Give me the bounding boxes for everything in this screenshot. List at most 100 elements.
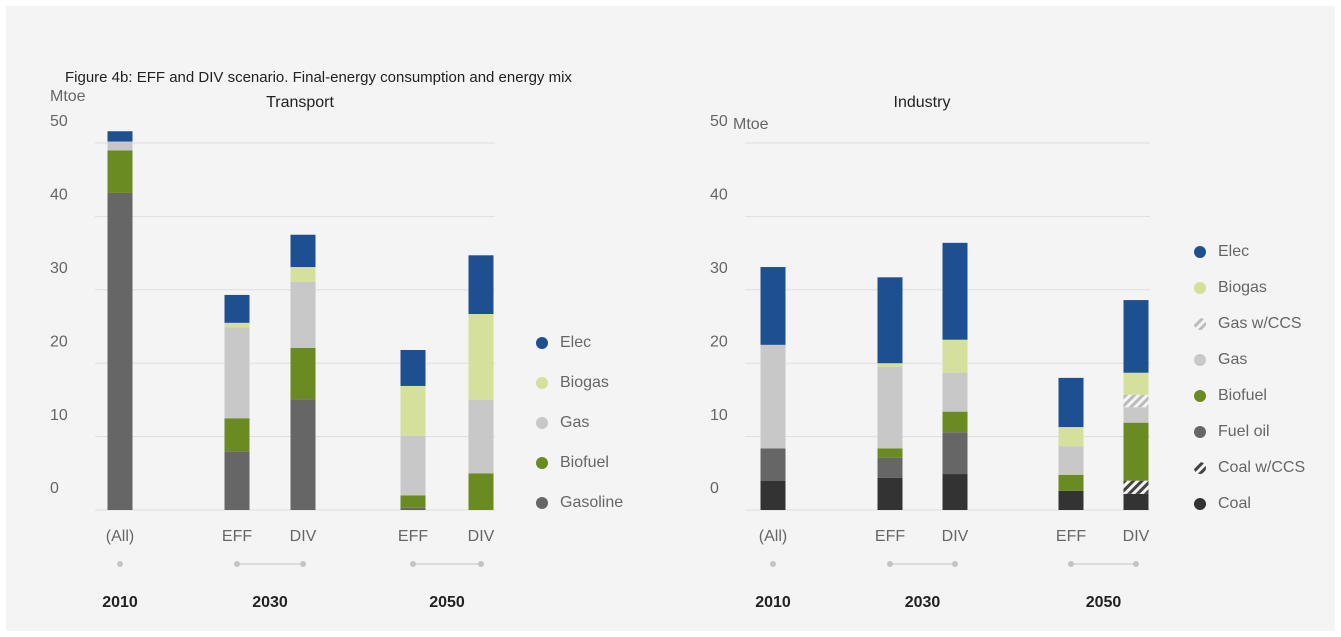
bar-segment — [942, 411, 968, 433]
legend-label: Biogas — [1218, 279, 1267, 296]
legend-label: Fuel oil — [1218, 423, 1270, 440]
y-tick-label: 0 — [50, 480, 59, 497]
x-dot — [770, 561, 776, 567]
bar-segment — [107, 150, 133, 193]
bar-segment — [760, 448, 786, 481]
bar-segment — [760, 344, 786, 449]
y-tick-label: 10 — [50, 407, 68, 424]
legend-marker — [536, 457, 548, 469]
x-tick-label: EFF — [1056, 528, 1086, 545]
group-label: 2050 — [429, 594, 465, 611]
legend-marker — [1194, 498, 1206, 510]
legend-marker — [1194, 354, 1206, 366]
bar-segment — [290, 281, 316, 348]
legend-marker — [1194, 318, 1206, 330]
group-label: 2010 — [755, 594, 791, 611]
x-tick-label: EFF — [875, 528, 905, 545]
y-tick-label: 10 — [710, 407, 728, 424]
y-axis-label: Mtoe — [50, 88, 86, 105]
bar-segment — [290, 234, 316, 268]
legend-marker — [1194, 282, 1206, 294]
x-tick-label: DIV — [468, 528, 495, 545]
bar-segment — [224, 294, 250, 323]
bar-segment — [942, 432, 968, 475]
legend-label: Gas w/CCS — [1218, 315, 1302, 332]
bar-segment — [400, 495, 426, 508]
y-tick-label: 20 — [710, 333, 728, 350]
y-tick-label: 30 — [50, 260, 68, 277]
bar-segment — [107, 141, 133, 151]
bar-segment — [107, 192, 133, 511]
bar-segment — [1058, 427, 1084, 447]
x-tick-label: (All) — [106, 528, 134, 545]
bar-segment — [468, 473, 494, 510]
legend-marker — [536, 417, 548, 429]
bar-segment — [877, 366, 903, 449]
bar-segment — [942, 372, 968, 412]
bar-segment — [877, 277, 903, 364]
bar-segment — [468, 255, 494, 315]
legend-marker — [1194, 426, 1206, 438]
bar-segment — [877, 363, 903, 367]
legend-marker — [536, 497, 548, 509]
bar-segment — [1123, 422, 1149, 481]
bar-segment — [400, 349, 426, 386]
bar-segment — [942, 339, 968, 373]
bar-segment — [290, 347, 316, 400]
group-label: 2030 — [252, 594, 288, 611]
bar-segment — [400, 435, 426, 496]
bar-segment — [1123, 480, 1149, 494]
bar-segment — [1058, 474, 1084, 491]
legend-label: Gasoline — [560, 494, 623, 511]
x-dot — [117, 561, 123, 567]
bar-segment — [107, 131, 133, 142]
legend-marker — [536, 337, 548, 349]
figure-title: Figure 4b: EFF and DIV scenario. Final-e… — [65, 69, 572, 86]
bar-segment — [942, 242, 968, 340]
bar-segment — [400, 507, 426, 510]
y-tick-label: 40 — [50, 187, 68, 204]
bar-segment — [224, 451, 250, 510]
legend-marker — [1194, 462, 1206, 474]
y-tick-label: 20 — [50, 333, 68, 350]
bar-segment — [877, 457, 903, 478]
chart-title: Industry — [894, 94, 951, 111]
bar-segment — [290, 267, 316, 282]
y-tick-label: 0 — [710, 480, 719, 497]
x-tick-label: EFF — [222, 528, 252, 545]
bar-segment — [290, 399, 316, 510]
bar-segment — [224, 327, 250, 419]
y-tick-label: 50 — [50, 113, 68, 130]
y-tick-label: 40 — [710, 187, 728, 204]
bar-segment — [400, 385, 426, 436]
bar-segment — [760, 267, 786, 345]
x-tick-label: EFF — [398, 528, 428, 545]
group-label: 2010 — [102, 594, 138, 611]
bar-segment — [1058, 490, 1084, 510]
bar-segment — [1058, 377, 1084, 428]
legend-marker — [1194, 246, 1206, 258]
legend-label: Elec — [560, 334, 591, 351]
group-label: 2050 — [1086, 594, 1122, 611]
chart-title: Transport — [266, 94, 334, 111]
legend-label: Biofuel — [560, 454, 609, 471]
legend-label: Gas — [1218, 351, 1247, 368]
bar-segment — [1123, 493, 1149, 510]
bar-segment — [224, 418, 250, 452]
bar-segment — [1123, 394, 1149, 408]
y-axis-label: Mtoe — [733, 116, 769, 133]
legend-label: Biofuel — [1218, 387, 1267, 404]
x-tick-label: DIV — [942, 528, 969, 545]
bar-segment — [1123, 407, 1149, 423]
y-tick-label: 50 — [710, 113, 728, 130]
x-tick-label: DIV — [1123, 528, 1150, 545]
bar-segment — [1123, 300, 1149, 373]
bar-segment — [224, 322, 250, 328]
legend-marker — [536, 377, 548, 389]
bar-segment — [760, 480, 786, 510]
legend-label: Coal w/CCS — [1218, 459, 1305, 476]
legend-label: Coal — [1218, 495, 1251, 512]
group-label: 2030 — [905, 594, 941, 611]
x-tick-label: DIV — [290, 528, 317, 545]
